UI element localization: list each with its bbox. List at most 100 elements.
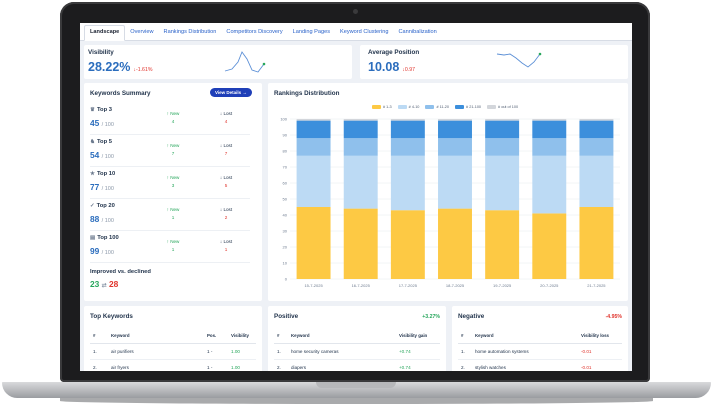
bar-segment [579,120,614,139]
legend-label: # 4-10 [408,105,420,109]
table-row[interactable]: 1. air purifiers 1 - 1.00 [90,343,256,360]
row-label: Top 100 [97,235,119,241]
column-header: Pos. [204,328,228,344]
y-tick-label: 40 [283,212,288,217]
row-value: 99 [90,246,100,256]
tab-keyword-clustering[interactable]: Keyword Clustering [340,29,389,35]
row-of: / 100 [101,154,114,160]
table-row[interactable]: 2. stylish watches -0.01 [458,359,622,371]
bar-segment [390,210,425,279]
table-row[interactable]: 1. home automation systems -0.01 [458,343,622,360]
laptop-shadow [60,398,653,404]
average-position-label: Average Position [368,49,420,56]
x-tick-label: 18-7-2025 [446,283,465,288]
y-tick-label: 100 [280,116,287,121]
top-keywords-title: Top Keywords [90,313,133,320]
table-row[interactable]: 2. air fryers 1 - 1.00 [90,359,256,371]
row-value: 45 [90,118,100,128]
y-tick-label: 50 [283,196,288,201]
keyword-summary-row: ★ Top 10 77 / 100 ↑ New 3 ↓ Lost 5 [90,167,250,199]
tab-rankings-distribution[interactable]: Rankings Distribution [163,29,217,35]
row-value: 54 [90,150,100,160]
tab-cannibalization[interactable]: Cannibalization [398,29,437,35]
bar-segment [343,208,378,279]
declined-count: 28 [109,279,119,289]
legend-item[interactable]: # out of 100 [487,105,518,109]
tab-overview[interactable]: Overview [130,29,154,35]
bar-segment [296,207,331,279]
bar-segment [390,119,425,121]
table-row[interactable]: 1. home security cameras +0.74 [274,343,440,360]
laptop-base [2,382,711,398]
legend-item[interactable]: # 4-10 [397,105,420,109]
bar-segment [485,155,520,211]
tab-bar: Landscape Overview Rankings Distribution… [80,23,632,41]
average-position-sparkline [496,52,542,68]
average-position-delta: ↓0.97 [402,67,415,73]
lost-count: ↓ Lost 5 [219,175,233,188]
lost-count: ↓ Lost 1 [219,239,233,252]
bar-segment [579,207,614,279]
row-of: / 100 [101,250,114,256]
bar-segment [296,155,331,207]
column-header: Visibility loss [578,328,622,344]
keyword-summary-row: ✓ Top 20 88 / 100 ↑ New 1 ↓ Lost 2 [90,199,250,231]
bar-segment [579,138,614,156]
keywords-summary-card: Keywords Summary View Details → ♛ Top 3 4… [84,83,262,301]
visibility-card: Visibility 28.22% ↓-1.61% [84,45,352,79]
row-label: Top 20 [96,203,115,209]
medal-icon: ♞ [90,139,95,145]
bar-segment [390,138,425,156]
tab-landing-pages[interactable]: Landing Pages [292,29,330,35]
laptop-notch [316,382,396,388]
legend-item[interactable]: # 21-100 [455,105,481,109]
tab-competitors-discovery[interactable]: Competitors Discovery [226,29,283,35]
visibility-delta: ↓-1.61% [133,67,153,73]
row-value: 88 [90,214,100,224]
y-tick-label: 80 [283,148,288,153]
bar-segment [296,120,331,139]
legend-item[interactable]: # 1-3 [372,105,392,109]
legend-label: # out of 100 [498,105,519,109]
legend-swatch [425,105,435,109]
check-icon: ✓ [90,203,95,209]
bar-segment [343,138,378,156]
bar-segment [343,120,378,139]
lost-count: ↓ Lost 2 [219,207,233,220]
tab-landscape[interactable]: Landscape [84,25,126,41]
chart-legend: # 1-3 # 4-10 # 11-20 # 21-100 # out of 100 [372,105,524,109]
y-tick-label: 70 [283,164,288,169]
star-icon: ★ [90,171,95,177]
bar-segment [532,138,567,156]
new-count: ↑ New 4 [166,111,180,124]
new-count: ↑ New 1 [166,239,180,252]
bar-segment [390,155,425,211]
table-row[interactable]: 2. diapers +0.74 [274,359,440,371]
dashboard-screen: Landscape Overview Rankings Distribution… [80,23,632,371]
bar-segment [485,119,520,121]
document-icon: ▤ [90,235,96,241]
positive-title: Positive [274,313,299,320]
legend-label: # 11-20 [436,105,450,109]
bar-segment [296,138,331,156]
arrow-right-icon: → [242,90,247,95]
keywords-summary-title: Keywords Summary [90,90,151,97]
y-tick-label: 30 [283,228,288,233]
row-of: / 100 [101,122,114,128]
bar-segment [579,119,614,121]
improved-vs-declined-label: Improved vs. declined [90,269,151,275]
legend-swatch [455,105,465,109]
negative-delta: -4.95% [605,314,622,320]
average-position-card: Average Position 10.08 ↓0.97 [360,45,628,79]
legend-item[interactable]: # 11-20 [425,105,449,109]
bar-segment [532,119,567,121]
column-header: # [90,328,108,344]
keyword-summary-row: ▤ Top 100 99 / 100 ↑ New 1 ↓ Lost 1 [90,231,250,263]
y-tick-label: 0 [285,276,288,281]
lost-count: ↓ Lost 7 [219,143,233,156]
legend-swatch [397,105,407,109]
view-details-button[interactable]: View Details → [210,88,252,97]
negative-table: # Keyword Visibility loss 1. home automa… [458,328,622,371]
rankings-stacked-bar-chart: 0 10 20 30 40 50 60 70 80 90 100 15-7-2025 16-7-2025… [280,116,620,288]
